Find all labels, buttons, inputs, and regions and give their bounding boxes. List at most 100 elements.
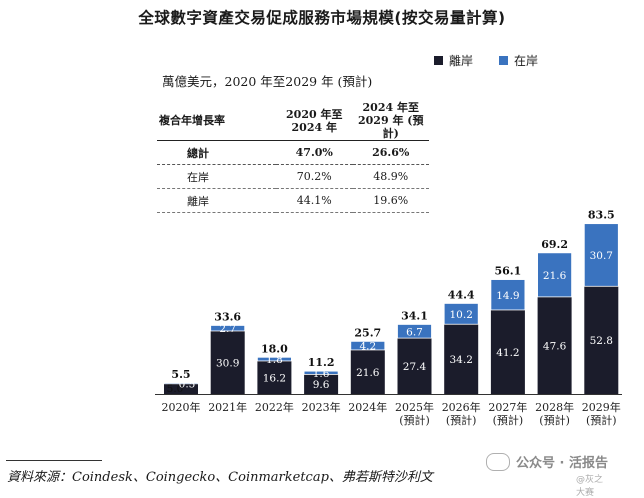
cagr-row-onshore: 在岸 70.2% 48.9% (157, 164, 429, 189)
bar-offshore (584, 286, 619, 394)
legend-item-offshore: 離岸 (434, 52, 473, 69)
cagr-header-col1: 2020 年至 2024 年 (276, 101, 353, 141)
data-label-onshore: 1.8 (266, 354, 283, 366)
data-label-total: 44.4 (448, 288, 475, 301)
legend-item-onshore: 在岸 (499, 52, 538, 69)
watermark-sub: @灰之大赛 (576, 475, 604, 498)
data-label-onshore: 21.6 (543, 270, 567, 282)
cagr-value: 70.2% (276, 164, 353, 189)
x-tick-label: (預計) (399, 413, 430, 427)
data-label-onshore: 0.5 (179, 378, 196, 390)
cagr-value: 26.6% (352, 140, 429, 165)
x-tick-label: 2022年 (255, 400, 294, 414)
cagr-row-label: 在岸 (157, 164, 277, 189)
bar-offshore (397, 338, 432, 394)
data-label-total: 11.2 (308, 356, 335, 369)
data-label-onshore: 1.6 (313, 368, 330, 380)
legend-label-onshore: 在岸 (514, 54, 539, 68)
data-label-onshore: 14.9 (496, 290, 519, 302)
x-tick-label: (預計) (539, 413, 570, 427)
data-label-total: 34.1 (401, 309, 428, 322)
cagr-header-col1-line2: 2024 年 (291, 120, 337, 134)
x-tick-label: 2024年 (348, 400, 387, 414)
data-label-offshore: 52.8 (590, 335, 613, 347)
x-tick-label: (預計) (446, 413, 477, 427)
watermark: 公众号 · 活报告 @灰之大赛 (486, 452, 608, 498)
bar-offshore (490, 309, 525, 394)
cagr-value: 19.6% (352, 188, 429, 213)
data-label-offshore: 30.9 (216, 357, 239, 369)
bar-onshore (537, 252, 572, 298)
data-label-offshore: 27.4 (403, 361, 427, 373)
cagr-header-col2: 2024 年至 2029 年 (預計) (352, 101, 429, 141)
unit-note: 萬億美元，2020 年至2029 年 (預計) (162, 74, 373, 89)
cagr-header-col1-line1: 2020 年至 (286, 107, 343, 121)
legend-swatch-onshore (499, 56, 509, 65)
data-label-onshore: 10.2 (450, 309, 473, 321)
data-label-offshore: 5.0 (167, 383, 184, 395)
data-label-offshore: 34.2 (450, 354, 473, 366)
bar-onshore (350, 340, 386, 351)
bar-offshore (350, 349, 385, 394)
bar-onshore (583, 223, 619, 287)
x-tick-label: 2028年 (535, 400, 574, 414)
data-label-onshore: 30.7 (590, 250, 613, 262)
cagr-row-label: 離岸 (157, 188, 277, 213)
cagr-value: 48.9% (352, 164, 429, 189)
wechat-icon (486, 452, 510, 471)
data-label-total: 18.0 (261, 342, 288, 355)
data-label-total: 5.5 (171, 368, 190, 381)
data-label-total: 69.2 (541, 238, 568, 251)
bar-onshore (210, 325, 246, 332)
bar-offshore (164, 383, 198, 394)
bar-onshore (397, 324, 432, 339)
cagr-header-row: 複合年增長率 2020 年至 2024 年 2024 年至 2029 年 (預計… (157, 101, 429, 141)
bar-onshore (256, 356, 292, 362)
data-label-onshore: 6.7 (406, 326, 423, 338)
data-label-onshore: 4.2 (359, 341, 376, 353)
x-tick-label: 2029年 (582, 400, 621, 414)
bar-offshore (304, 374, 339, 394)
bar-offshore (444, 324, 479, 394)
x-tick-label: 2021年 (208, 400, 247, 414)
cagr-table: 複合年增長率 2020 年至 2024 年 2024 年至 2029 年 (預計… (157, 101, 429, 213)
legend-swatch-offshore (434, 56, 443, 65)
x-tick-label: (預計) (586, 413, 617, 427)
cagr-row-total: 總計 47.0% 26.6% (157, 140, 429, 165)
bar-offshore (537, 296, 572, 394)
x-tick-label: 2026年 (442, 400, 481, 414)
data-label-total: 56.1 (495, 265, 522, 278)
data-label-offshore: 47.6 (543, 340, 567, 352)
bar-offshore (210, 330, 245, 394)
bar-onshore (163, 382, 199, 385)
data-label-total: 33.6 (214, 310, 241, 323)
cagr-header-col2-line1: 2024 年至 (362, 101, 419, 114)
x-tick-label: 2027年 (488, 400, 527, 414)
data-label-total: 25.7 (354, 326, 381, 339)
bar-onshore (490, 279, 526, 311)
data-label-offshore: 16.2 (263, 372, 286, 384)
cagr-row-label: 總計 (157, 140, 277, 165)
data-label-offshore: 21.6 (356, 367, 380, 379)
x-tick-label: (預計) (493, 413, 524, 427)
bar-onshore (443, 303, 479, 325)
legend-label-offshore: 離岸 (449, 54, 474, 68)
chart-title: 全球數字資產交易促成服務市場規模(按交易量計算) (138, 9, 506, 27)
cagr-header-col2-line2: 2029 年 (預計) (358, 114, 424, 140)
watermark-brand: 公众号 · 活报告 (516, 456, 608, 471)
source-note: 資料來源：Coindesk、Coingecko、Coinmarketcap、弗若… (7, 470, 433, 485)
source-divider (6, 460, 102, 461)
data-label-offshore: 41.2 (496, 347, 519, 359)
legend: 離岸 在岸 (434, 52, 538, 69)
x-tick-label: 2025年 (395, 400, 434, 414)
cagr-value: 44.1% (276, 188, 353, 213)
bar-offshore (257, 360, 292, 394)
data-label-total: 83.5 (588, 209, 615, 222)
data-label-onshore: 2.7 (219, 323, 236, 335)
cagr-row-offshore: 離岸 44.1% 19.6% (157, 188, 429, 213)
bar-onshore (303, 370, 339, 375)
x-tick-label: 2023年 (302, 400, 341, 414)
data-label-offshore: 9.6 (313, 379, 330, 391)
x-tick-label: 2020年 (162, 400, 201, 414)
